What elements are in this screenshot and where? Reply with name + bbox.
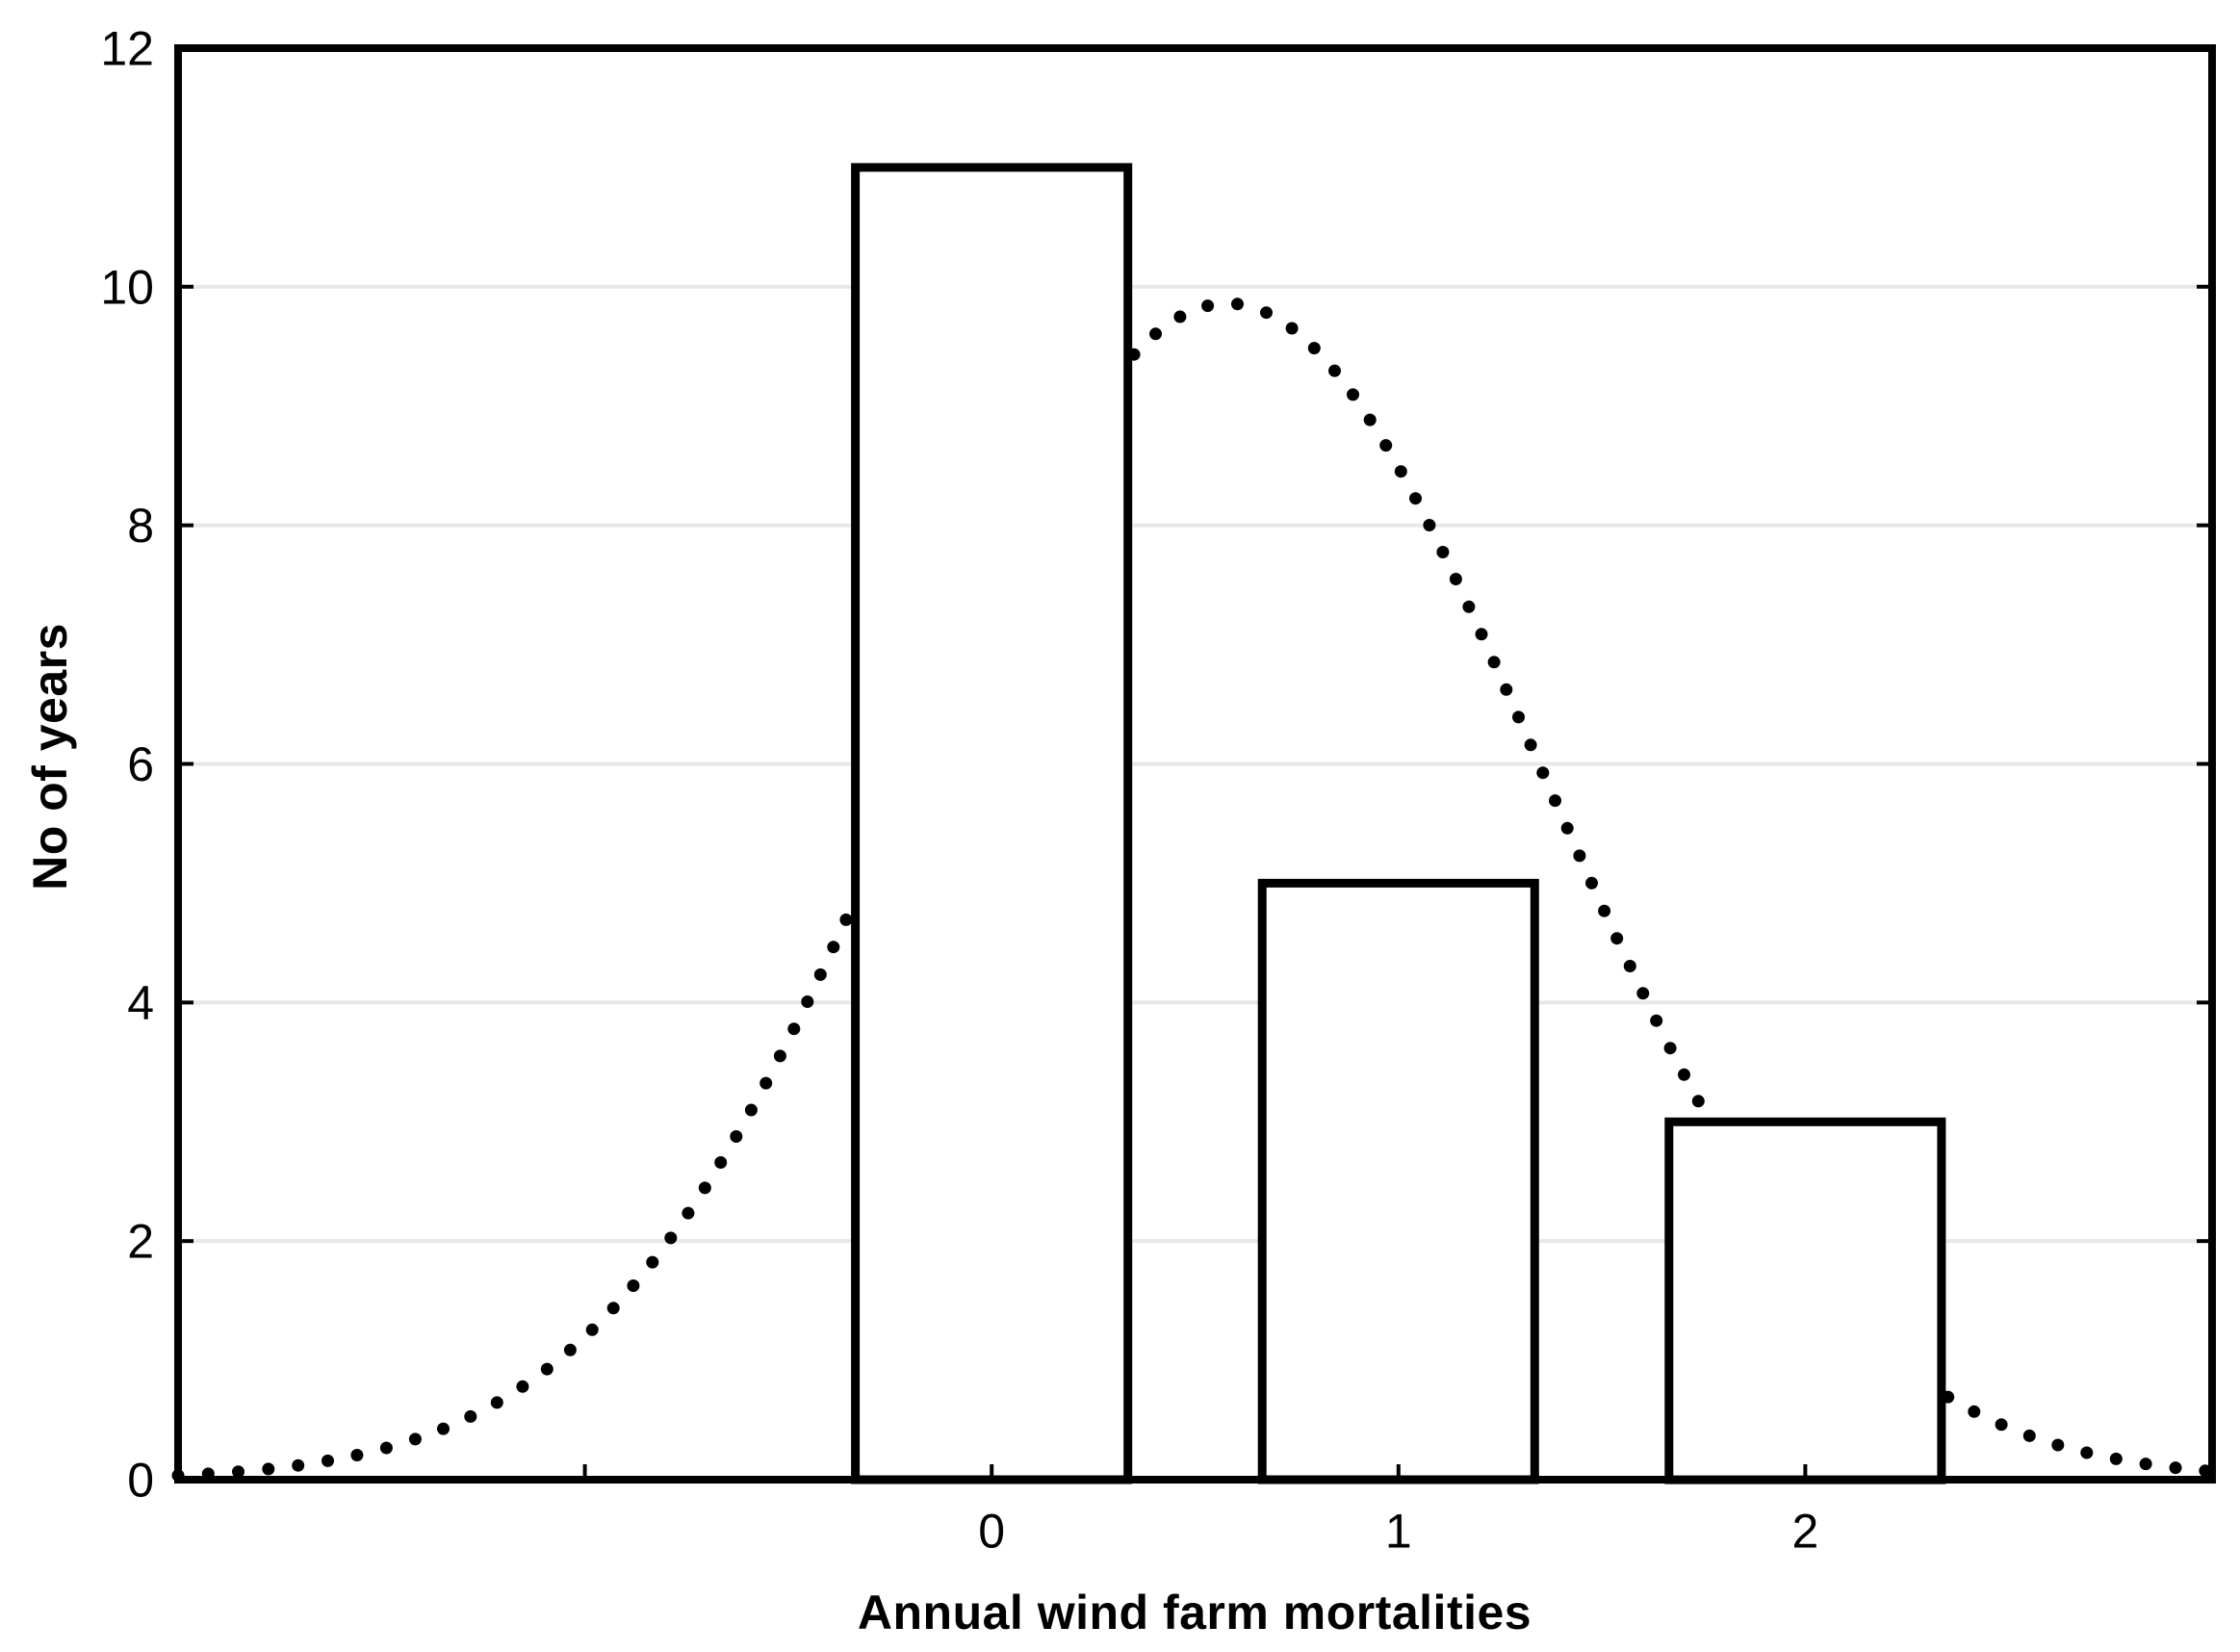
curve-dot	[1663, 1042, 1677, 1055]
curve-dot	[714, 1156, 728, 1169]
curve-dot	[437, 1422, 450, 1435]
curve-dot	[698, 1181, 711, 1195]
curve-dot	[664, 1231, 678, 1245]
curve-dot	[232, 1465, 245, 1479]
curve-dot	[2139, 1458, 2152, 1471]
y-tick-label-4: 4	[127, 976, 154, 1030]
curve-dot	[1379, 439, 1393, 452]
y-tick-label-2: 2	[127, 1215, 154, 1269]
curve-dot	[1487, 656, 1501, 669]
curve-dot	[379, 1441, 393, 1455]
curve-dot	[1475, 628, 1488, 641]
curve-dot	[1260, 306, 1273, 320]
y-tick-label-10: 10	[100, 260, 154, 314]
curve-dot	[2080, 1446, 2094, 1459]
curve-dot	[1285, 322, 1299, 335]
curve-dot	[1436, 546, 1450, 558]
curve-dot	[1585, 876, 1598, 890]
y-tick-label-12: 12	[100, 22, 154, 76]
curve-dot	[1363, 413, 1377, 426]
curve-dot	[1173, 310, 1187, 323]
y-axis-title: No of years	[23, 623, 77, 891]
curve-dot	[1231, 297, 1244, 311]
curve-dot	[1549, 794, 1561, 808]
y-tick-label-0: 0	[127, 1454, 154, 1508]
curve-dot	[801, 995, 814, 1008]
curve-dot	[1995, 1418, 2008, 1432]
curve-dot	[2022, 1429, 2036, 1442]
curve-dot	[646, 1255, 659, 1269]
curve-dot	[408, 1433, 422, 1446]
x-tick-label-2: 2	[1791, 1505, 1818, 1559]
curve-dot	[1201, 299, 1215, 313]
curve-dot	[1598, 904, 1611, 917]
x-tick-label-1: 1	[1385, 1505, 1412, 1559]
curve-dot	[464, 1409, 477, 1423]
curve-dot	[563, 1343, 577, 1356]
curve-dot	[787, 1022, 801, 1036]
curve-dot	[1524, 738, 1537, 752]
curve-dot	[1678, 1068, 1690, 1081]
curve-dot	[1409, 492, 1422, 505]
curve-dot	[1610, 932, 1624, 945]
curve-dot	[744, 1103, 758, 1117]
curve-dot	[1636, 987, 1650, 1000]
curve-dot	[1691, 1095, 1705, 1108]
curve-dot	[827, 941, 840, 954]
curve-dot	[1500, 683, 1513, 696]
curve-dot	[1449, 573, 1462, 585]
curve-dot	[262, 1462, 275, 1476]
bar-1	[1257, 878, 1539, 1484]
curve-dot	[1347, 388, 1359, 401]
curve-dot	[773, 1049, 786, 1063]
bar-2	[1664, 1117, 1946, 1484]
x-tick-label-0: 0	[978, 1505, 1005, 1559]
curve-dot	[1149, 327, 1162, 341]
curve-dot	[322, 1454, 334, 1467]
curve-dot	[627, 1279, 640, 1292]
curve-dot	[292, 1458, 305, 1472]
curve-dot	[516, 1380, 529, 1393]
curve-dot	[730, 1130, 743, 1143]
curve-dot	[1623, 960, 1636, 972]
curve-dot	[490, 1396, 503, 1409]
curve-dot	[1394, 465, 1407, 478]
curve-dot	[1328, 364, 1341, 377]
curve-dot	[350, 1449, 364, 1461]
bar-0	[851, 163, 1133, 1484]
curve-dot	[540, 1362, 554, 1376]
curve-dot	[1307, 342, 1321, 355]
curve-dot	[760, 1076, 773, 1090]
curve-dot	[839, 913, 853, 926]
curve-dot	[1560, 821, 1574, 835]
curve-dot	[1536, 766, 1550, 780]
curve-dot	[682, 1206, 695, 1220]
curve-dot	[585, 1323, 599, 1336]
curve-dot	[1462, 600, 1476, 613]
y-tick-label-8: 8	[127, 499, 154, 553]
curve-dot	[1573, 849, 1586, 863]
curve-dot	[813, 968, 827, 981]
y-tick-label-6: 6	[127, 737, 154, 791]
curve-dot	[1650, 1014, 1663, 1027]
curve-dot	[1512, 710, 1525, 724]
x-axis-title: Annual wind farm mortalities	[857, 1586, 1532, 1639]
curve-dot	[1968, 1405, 1981, 1418]
curve-dot	[2109, 1452, 2123, 1465]
curve-dot	[606, 1302, 620, 1315]
curve-dot	[2051, 1438, 2065, 1452]
curve-dot	[2169, 1461, 2182, 1475]
curve-dot	[1423, 519, 1436, 531]
